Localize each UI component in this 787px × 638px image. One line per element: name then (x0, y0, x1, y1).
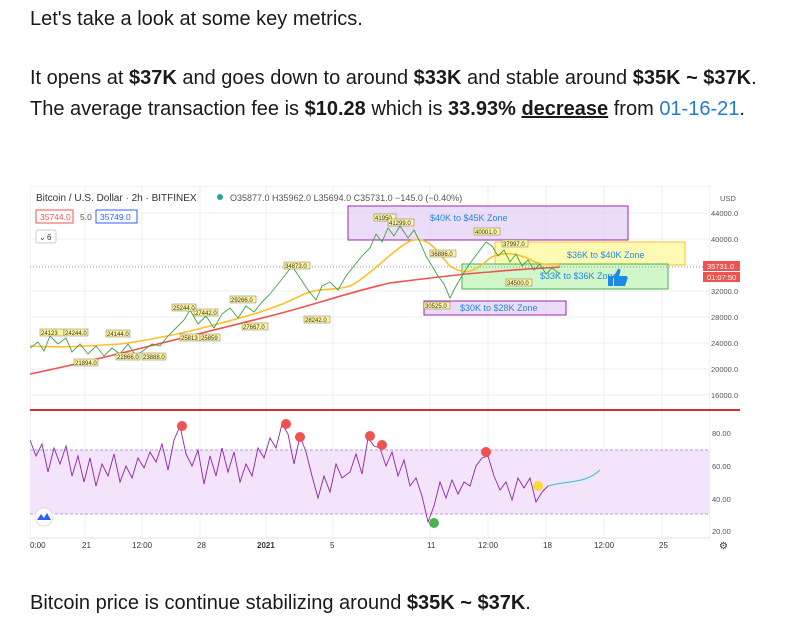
svg-text:11: 11 (427, 541, 436, 550)
intro-text: Let's take a look at some key metrics. (30, 8, 363, 30)
tradingview-chart[interactable]: Bitcoin / U.S. Dollar · 2h · BITFINEX O3… (30, 186, 740, 551)
zone-33k-36k-label: $33K to $36K Zone (540, 271, 618, 281)
svg-text:22866.0: 22866.0 (117, 355, 139, 361)
svg-text:20.00: 20.00 (712, 527, 731, 536)
rsi-projection-line (547, 469, 601, 487)
chart-symbol-header: Bitcoin / U.S. Dollar · 2h · BITFINEX (36, 193, 197, 204)
svg-text:27442.0: 27442.0 (195, 311, 217, 317)
oscillator-axis[interactable]: 80.00 60.00 40.00 20.00 (712, 429, 731, 536)
svg-text:25813: 25813 (181, 336, 198, 342)
rsi-markers (177, 419, 543, 528)
chevron-down-icon: ⌄ (39, 233, 46, 242)
rsi-line (30, 422, 549, 524)
svg-text:0:00: 0:00 (30, 541, 46, 550)
svg-text:27667.0: 27667.0 (243, 325, 265, 331)
tradingview-logo-icon[interactable] (34, 507, 54, 527)
svg-text:28242.0: 28242.0 (305, 318, 327, 324)
countdown-tag (703, 272, 740, 282)
svg-text:28000.0: 28000.0 (711, 313, 738, 322)
spread-value: 5.0 (80, 212, 92, 222)
bid-price: 35744.0 (40, 212, 71, 222)
svg-text:34500.0: 34500.0 (507, 281, 529, 287)
svg-text:41950: 41950 (375, 216, 392, 222)
svg-text:20000.0: 20000.0 (711, 365, 738, 374)
svg-text:40001.0: 40001.0 (475, 230, 497, 236)
svg-text:12:00: 12:00 (478, 541, 499, 550)
rsi-band (30, 450, 710, 514)
svg-text:30525.0: 30525.0 (425, 304, 447, 310)
svg-text:37997.0: 37997.0 (503, 242, 525, 248)
svg-text:24123: 24123 (41, 331, 58, 337)
long-moving-average-line (30, 266, 561, 375)
svg-text:12:00: 12:00 (594, 541, 615, 550)
current-price-tag (703, 261, 740, 271)
svg-text:44000.0: 44000.0 (711, 209, 738, 218)
svg-text:25859: 25859 (201, 336, 218, 342)
svg-text:29266.0: 29266.0 (231, 298, 253, 304)
svg-text:21: 21 (82, 541, 91, 550)
bid-box[interactable] (35, 209, 74, 224)
svg-text:24244.0: 24244.0 (65, 331, 87, 337)
svg-text:40000.0: 40000.0 (711, 235, 738, 244)
ask-price: 35749.0 (100, 212, 131, 222)
svg-text:40.00: 40.00 (712, 495, 731, 504)
price-candles (30, 225, 561, 357)
zone-33k-36k[interactable] (461, 263, 669, 290)
thumbs-up-icon (608, 268, 628, 286)
ohlc-readout: O35877.0 H35962.0 L35694.0 C35731.0 −145… (230, 193, 462, 203)
indicators-toggle-button[interactable] (35, 229, 57, 244)
svg-text:32000.0: 32000.0 (711, 287, 738, 296)
svg-text:12:00: 12:00 (132, 541, 153, 550)
zone-40k-45k-label: $40K to $45K Zone (430, 213, 508, 223)
svg-text:21894.0: 21894.0 (75, 361, 97, 367)
svg-text:41299.0: 41299.0 (389, 221, 411, 227)
svg-text:60.00: 60.00 (712, 462, 731, 471)
svg-text:24144.0: 24144.0 (107, 332, 129, 338)
svg-text:28: 28 (197, 541, 206, 550)
conclusion-paragraph: Bitcoin price is continue stabilizing ar… (30, 592, 531, 614)
svg-text:16000.0: 16000.0 (711, 391, 738, 400)
svg-text:25: 25 (659, 541, 668, 550)
zone-36k-40k-label: $36K to $40K Zone (567, 250, 645, 260)
svg-text:5: 5 (330, 541, 335, 550)
svg-text:34873.0: 34873.0 (285, 264, 307, 270)
decrease-word: decrease (521, 98, 609, 120)
ask-box[interactable] (95, 209, 138, 224)
svg-text:2021: 2021 (257, 541, 275, 550)
currency-label: USD (720, 194, 736, 203)
time-axis[interactable]: 0:00 21 12:00 28 2021 5 11 12:00 18 12:0… (30, 541, 668, 550)
svg-text:25244.0: 25244.0 (173, 306, 195, 312)
svg-text:80.00: 80.00 (712, 429, 731, 438)
current-price-value: 35731.0 (707, 262, 734, 271)
date-link[interactable]: 01-16-21 (659, 98, 740, 120)
svg-text:23888.0: 23888.0 (143, 355, 165, 361)
zone-30k-28k-label: $30K to $28K Zone (460, 303, 538, 313)
settings-gear-icon[interactable]: ⚙ (719, 541, 728, 551)
svg-text:18: 18 (543, 541, 552, 550)
price-axis[interactable]: 44000.0 40000.0 32000.0 28000.0 24000.0 … (711, 209, 738, 400)
indicator-count: 6 (47, 233, 52, 242)
market-status-icon (217, 194, 223, 200)
swing-labels: 24123 24244.0 24144.0 21894.0 22866.0 23… (39, 213, 533, 367)
svg-text:24000.0: 24000.0 (711, 339, 738, 348)
candle-countdown: 01:07:50 (707, 273, 736, 282)
svg-text:36886.0: 36886.0 (431, 252, 453, 258)
metrics-paragraph: It opens at $37K and goes down to around… (30, 67, 757, 120)
